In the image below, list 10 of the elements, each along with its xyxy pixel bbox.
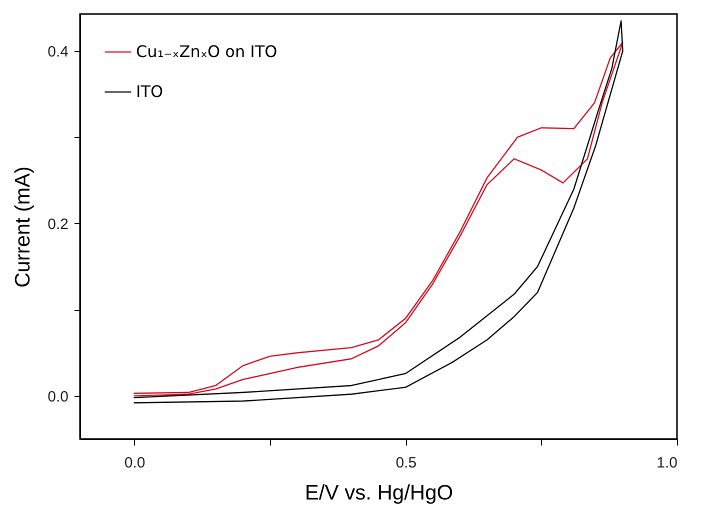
legend-label: ITO [136,82,164,101]
x-tick-label: 1.0 [656,454,678,472]
x-axis-title: E/V vs. Hg/HgO [304,482,454,504]
legend-label: Cu₁₋ₓZnₓO on ITO [136,42,278,61]
x-tick-label: 0.0 [124,454,146,472]
y-tick-label: 0.0 [48,388,68,406]
y-tick-label: 0.4 [48,44,68,61]
y-axis-title: Current (mA) [12,166,35,288]
x-tick-label: 0.5 [396,454,417,472]
y-tick-label: 0.2 [48,216,68,233]
